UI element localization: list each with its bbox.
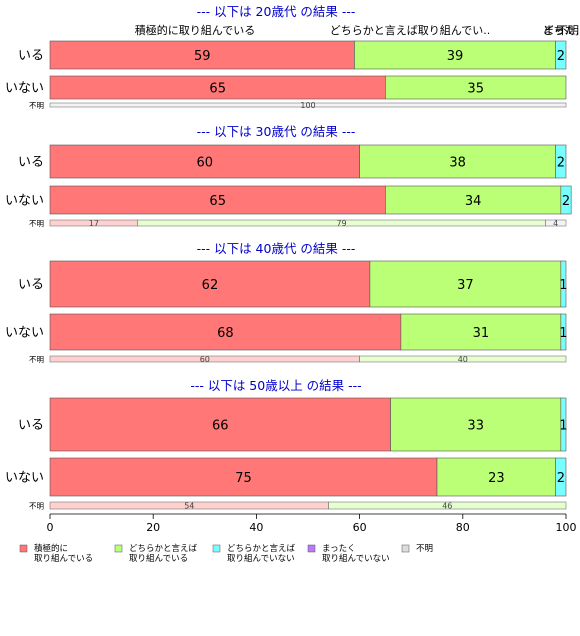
x-tick-label: 60 [353, 521, 367, 534]
bar-segment [385, 185, 562, 215]
bar-segment [390, 397, 562, 452]
legend-label: どちらかと言えば [227, 543, 296, 554]
bar-value-label: 2 [557, 471, 565, 486]
row-label: いる [18, 418, 44, 433]
bar-value-label: 2 [557, 49, 565, 64]
row-label-unknown: 不明 [29, 502, 44, 511]
unknown-bar-value-label: 46 [442, 502, 452, 511]
row-label-unknown: 不明 [29, 101, 44, 110]
bar-value-label: 65 [209, 82, 226, 97]
legend-label: 取り組んでいる [34, 553, 93, 564]
x-tick-label: 100 [556, 521, 577, 534]
bar-value-label: 65 [209, 194, 226, 209]
row-label: いない [5, 81, 44, 96]
bar-value-label: 23 [488, 471, 505, 486]
bar-value-label: 37 [457, 278, 474, 293]
bar-value-label: 33 [467, 419, 484, 434]
unknown-bar-value-label: 54 [184, 502, 194, 511]
x-tick-label: 20 [146, 521, 160, 534]
row-label: いる [18, 155, 44, 170]
bar-segment [555, 40, 567, 70]
unknown-bar-segment [328, 501, 567, 510]
bar-value-label: 39 [447, 49, 464, 64]
unknown-bar-segment [49, 102, 567, 108]
x-tick-label: 40 [249, 521, 263, 534]
legend-swatch [401, 544, 410, 553]
x-tick-label: 0 [47, 521, 54, 534]
legend-label: 取り組んでいる [129, 553, 188, 564]
row-label: いない [5, 194, 44, 209]
panel-title: --- 以下は 30歳代 の結果 --- [197, 124, 356, 139]
bar-value-label: 66 [212, 419, 229, 434]
bar-segment [49, 457, 438, 497]
unknown-bar-value-label: 17 [89, 219, 99, 228]
unknown-bar-value-label: 40 [458, 355, 468, 364]
bar-segment [560, 313, 567, 351]
unknown-bar-segment [545, 219, 567, 227]
column-header-label: どちらかと言えば取り組んでい.. [330, 24, 490, 37]
unknown-bar-segment [359, 355, 567, 363]
legend-swatch [307, 544, 316, 553]
unknown-bar-value-label: 4 [553, 219, 558, 228]
bar-segment [436, 457, 556, 497]
bar-value-label: 38 [449, 156, 466, 171]
bar-segment [555, 144, 567, 179]
bar-value-label: 59 [194, 49, 211, 64]
bar-segment [385, 75, 567, 100]
legend-swatch [212, 544, 221, 553]
bar-segment [555, 457, 567, 497]
legend-label: まったく [322, 544, 356, 554]
column-header-label: 積極的に取り組んでいる [135, 23, 255, 37]
bar-segment [49, 144, 360, 179]
row-label-unknown: 不明 [29, 355, 44, 364]
bar-segment [560, 185, 572, 215]
legend-label: 取り組んでいない [322, 553, 390, 564]
unknown-bar-value-label: 60 [200, 355, 210, 364]
row-label: いる [18, 278, 44, 293]
bar-segment [560, 397, 567, 452]
bar-value-label: 75 [235, 471, 252, 486]
unknown-bar-value-label: 100 [300, 101, 315, 110]
legend-label: どちらかと言えば [129, 543, 198, 554]
column-header-label: 不明 [557, 24, 579, 37]
bar-value-label: 35 [467, 82, 484, 97]
bar-value-label: 2 [562, 194, 570, 209]
legend-label: 積極的に [34, 543, 68, 554]
bar-segment [49, 40, 355, 70]
column-header-label: どち.. [543, 24, 572, 37]
bar-segment [49, 185, 386, 215]
bar-segment [49, 313, 402, 351]
bar-value-label: 60 [197, 156, 214, 171]
unknown-bar-value-label: 79 [336, 219, 346, 228]
bar-value-label: 1 [559, 419, 567, 434]
row-label: いる [18, 49, 44, 64]
bar-segment [369, 260, 562, 308]
bar-value-label: 31 [473, 326, 490, 341]
row-label: いない [5, 326, 44, 341]
bar-segment [560, 260, 567, 308]
x-tick-label: 80 [456, 521, 470, 534]
bar-value-label: 68 [217, 326, 234, 341]
bar-value-label: 1 [559, 278, 567, 293]
bar-segment [400, 313, 562, 351]
row-label-unknown: 不明 [29, 219, 44, 228]
legend-label: 不明 [416, 544, 433, 554]
legend-swatch [19, 544, 28, 553]
panel-title: --- 以下は 50歳以上 の結果 --- [190, 378, 361, 393]
bar-value-label: 1 [559, 326, 567, 341]
panel-title: --- 以下は 40歳代 の結果 --- [197, 241, 356, 256]
legend-swatch [114, 544, 123, 553]
column-header-label: まった.. [543, 24, 580, 37]
bar-value-label: 62 [202, 278, 219, 293]
bar-value-label: 34 [465, 194, 482, 209]
bar-segment [359, 144, 556, 179]
row-label: いない [5, 471, 44, 486]
panel-title: --- 以下は 20歳代 の結果 --- [197, 4, 356, 19]
bar-value-label: 2 [557, 156, 565, 171]
legend-label: 取り組んでいない [227, 553, 295, 564]
